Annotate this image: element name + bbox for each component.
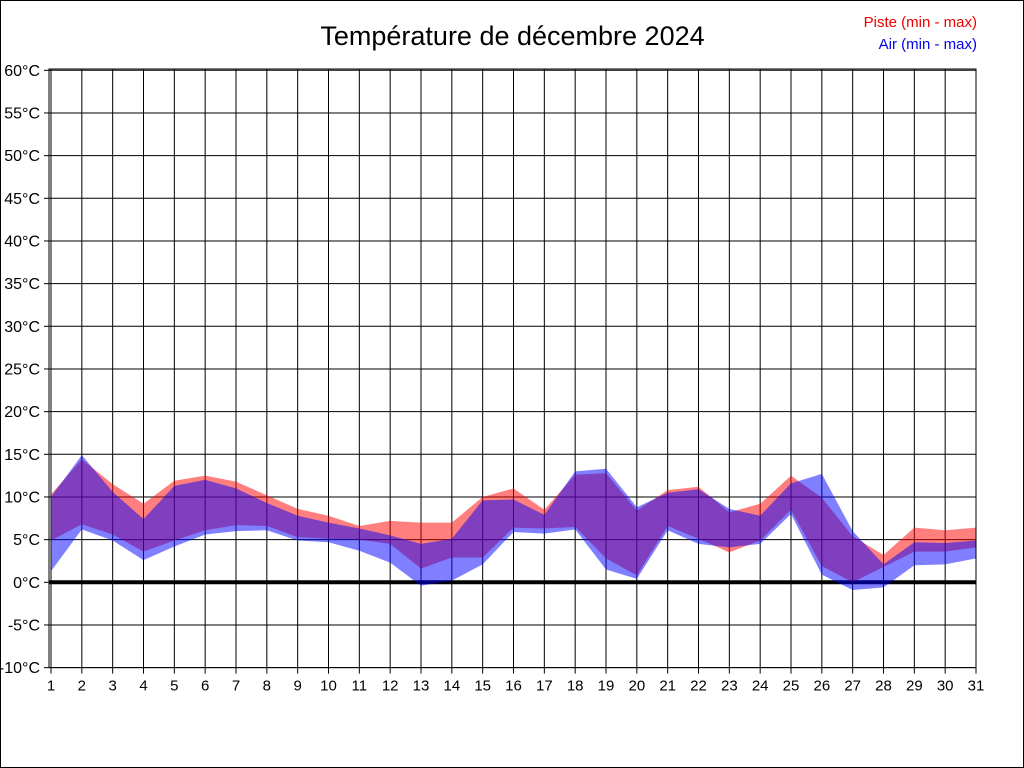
y-tick-label: -10°C	[1, 660, 40, 677]
y-tick-label: -5°C	[8, 617, 40, 634]
y-tick-label: 40°C	[4, 233, 40, 250]
y-tick-label: 55°C	[4, 105, 40, 122]
x-tick-label: 5	[170, 678, 178, 695]
air-minmax-band	[51, 455, 976, 590]
x-tick-label: 1	[47, 678, 55, 695]
y-tick-label: 60°C	[4, 63, 40, 80]
x-tick-label: 6	[201, 678, 209, 695]
y-tick-label: 20°C	[4, 404, 40, 421]
y-tick-label: 5°C	[13, 532, 40, 549]
y-tick-label: 25°C	[4, 361, 40, 378]
x-tick-label: 28	[875, 678, 892, 695]
legend: Piste (min - max) Air (min - max)	[864, 12, 977, 56]
x-tick-label: 8	[263, 678, 271, 695]
y-tick-label: 0°C	[13, 575, 40, 592]
x-tick-label: 13	[413, 678, 430, 695]
x-tick-label: 29	[906, 678, 923, 695]
y-tick-label: 10°C	[4, 489, 40, 506]
x-tick-label: 7	[232, 678, 240, 695]
y-tick-label: 50°C	[4, 148, 40, 165]
x-tick-label: 23	[721, 678, 738, 695]
x-tick-label: 3	[108, 678, 116, 695]
x-tick-label: 18	[567, 678, 584, 695]
x-tick-label: 24	[752, 678, 769, 695]
y-tick-label: 45°C	[4, 191, 40, 208]
x-tick-label: 27	[844, 678, 861, 695]
x-tick-label: 26	[813, 678, 830, 695]
x-tick-label: 20	[628, 678, 645, 695]
x-tick-label: 16	[505, 678, 522, 695]
chart-title: Température de décembre 2024	[320, 21, 705, 51]
legend-item-air: Air (min - max)	[878, 36, 977, 53]
x-tick-label: 11	[352, 678, 368, 695]
x-tick-label: 4	[139, 678, 147, 695]
x-tick-label: 2	[78, 678, 86, 695]
y-tick-label: 30°C	[4, 319, 40, 336]
x-tick-label: 19	[598, 678, 615, 695]
x-tick-label: 15	[474, 678, 491, 695]
x-tick-label: 17	[536, 678, 553, 695]
x-tick-label: 31	[968, 678, 985, 695]
x-tick-label: 21	[659, 678, 676, 695]
x-tick-label: 10	[320, 678, 337, 695]
x-tick-label: 25	[783, 678, 800, 695]
x-tick-label: 30	[937, 678, 954, 695]
x-tick-label: 22	[690, 678, 707, 695]
y-tick-label: 35°C	[4, 276, 40, 293]
plot-border	[48, 68, 977, 669]
x-tick-label: 14	[443, 678, 460, 695]
x-tick-label: 12	[382, 678, 399, 695]
legend-item-piste: Piste (min - max)	[863, 14, 977, 31]
y-tick-label: 15°C	[4, 447, 40, 464]
x-tick-label: 9	[293, 678, 301, 695]
